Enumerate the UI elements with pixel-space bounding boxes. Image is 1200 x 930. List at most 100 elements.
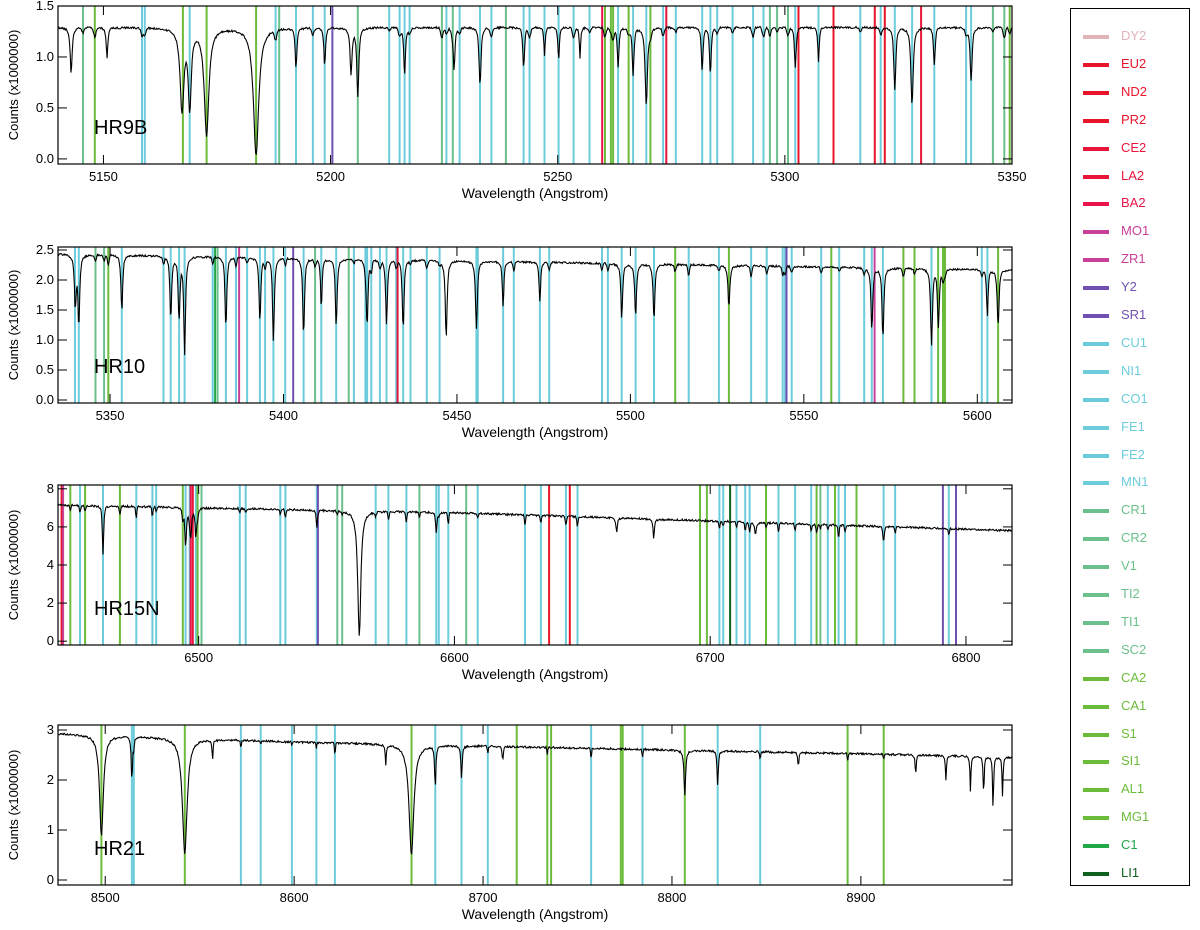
x-tick-label: 8700 bbox=[469, 890, 498, 905]
legend-item-mg1: MG1 bbox=[1071, 804, 1189, 832]
legend-swatch bbox=[1083, 816, 1109, 821]
legend-label: ZR1 bbox=[1121, 251, 1146, 267]
x-tick-label: 8600 bbox=[280, 890, 309, 905]
legend-swatch bbox=[1083, 314, 1109, 318]
y-tick-label: 1.0 bbox=[36, 49, 54, 64]
legend-swatch bbox=[1083, 760, 1109, 765]
legend-label: DY2 bbox=[1121, 28, 1147, 43]
legend-swatch bbox=[1083, 732, 1109, 737]
legend-swatch bbox=[1083, 844, 1109, 849]
plot-frame bbox=[57, 5, 1013, 165]
element-legend: DY2 EU2 ND2 PR2 CE2 LA2 BA2 MO1 ZR1 Y2 SR1 CU1 NI1 CO… bbox=[1070, 8, 1190, 886]
legend-item-ti2: TI2 bbox=[1071, 581, 1189, 609]
x-axis-label: Wavelength (Angstrom) bbox=[462, 185, 609, 201]
legend-swatch bbox=[1083, 202, 1109, 207]
legend-label: CA2 bbox=[1121, 669, 1147, 685]
legend-label: MO1 bbox=[1121, 223, 1150, 239]
legend-swatch bbox=[1083, 286, 1109, 291]
legend-swatch bbox=[1083, 620, 1109, 625]
legend-label: CU1 bbox=[1121, 334, 1148, 350]
legend-swatch bbox=[1083, 35, 1109, 39]
y-tick-label: 2.5 bbox=[36, 242, 54, 257]
legend-label: ND2 bbox=[1121, 83, 1148, 99]
x-tick-label: 5600 bbox=[963, 408, 992, 423]
legend-label: EU2 bbox=[1121, 55, 1147, 71]
x-tick-label: 5200 bbox=[316, 169, 345, 184]
legend-item-cr2: CR2 bbox=[1071, 525, 1189, 553]
spectrum-hr21 bbox=[58, 732, 1012, 855]
legend-item-ca1: CA1 bbox=[1071, 693, 1189, 721]
spectrum-hr9b bbox=[58, 25, 1012, 155]
legend-item-eu2: EU2 bbox=[1071, 51, 1189, 79]
y-tick-label: 0.5 bbox=[36, 100, 54, 115]
x-tick-label: 5250 bbox=[543, 169, 572, 184]
x-tick-label: 5150 bbox=[89, 169, 118, 184]
legend-swatch bbox=[1083, 788, 1109, 793]
legend-swatch bbox=[1083, 258, 1109, 263]
legend-item-s1: S1 bbox=[1071, 721, 1189, 749]
legend-item-sc2: SC2 bbox=[1071, 637, 1189, 665]
x-tick-label: 8900 bbox=[846, 890, 875, 905]
legend-swatch bbox=[1083, 341, 1109, 346]
legend-label: CR1 bbox=[1121, 502, 1148, 518]
legend-swatch bbox=[1083, 676, 1109, 681]
legend-item-fe1: FE1 bbox=[1071, 414, 1189, 442]
x-tick-label: 6600 bbox=[440, 650, 469, 665]
legend-swatch bbox=[1083, 90, 1109, 95]
panel-label: HR9B bbox=[94, 117, 147, 139]
x-tick-label: 5300 bbox=[770, 169, 799, 184]
plot-frame bbox=[57, 246, 1013, 404]
legend-label: MN1 bbox=[1121, 474, 1149, 490]
legend-swatch bbox=[1083, 230, 1109, 235]
legend-swatch bbox=[1083, 537, 1109, 542]
spectrum-hr10 bbox=[58, 253, 1012, 356]
legend-label: CE2 bbox=[1121, 139, 1147, 155]
legend-item-ni1: NI1 bbox=[1071, 358, 1189, 386]
legend-swatch bbox=[1083, 481, 1109, 486]
legend-label: TI2 bbox=[1121, 586, 1140, 601]
legend-item-ce2: CE2 bbox=[1071, 135, 1189, 163]
legend-item-ba2: BA2 bbox=[1071, 190, 1189, 218]
x-tick-label: 5400 bbox=[269, 408, 298, 423]
legend-swatch bbox=[1083, 369, 1109, 374]
panel-hr9b: 5150 5200 5250 5300 5350 0.0 0.5 1.0 1.5 Waveleng… bbox=[6, 0, 1026, 201]
legend-label: FE1 bbox=[1121, 418, 1145, 434]
legend-item-fe2: FE2 bbox=[1071, 442, 1189, 470]
legend-label: CO1 bbox=[1121, 390, 1148, 406]
legend-swatch bbox=[1083, 146, 1109, 151]
legend-item-ca2: CA2 bbox=[1071, 665, 1189, 693]
legend-label: TI1 bbox=[1121, 613, 1140, 629]
y-tick-label: 1.0 bbox=[36, 332, 54, 347]
legend-label: MG1 bbox=[1121, 809, 1150, 825]
y-tick-label: 8 bbox=[47, 481, 54, 496]
x-tick-label: 5500 bbox=[616, 408, 645, 423]
legend-label: FE2 bbox=[1121, 446, 1145, 462]
legend-label: Y2 bbox=[1121, 279, 1137, 295]
legend-swatch bbox=[1083, 565, 1109, 570]
legend-label: S1 bbox=[1121, 725, 1137, 741]
x-tick-label: 6500 bbox=[184, 650, 213, 665]
legend-label: C1 bbox=[1121, 837, 1138, 853]
legend-item-al1: AL1 bbox=[1071, 776, 1189, 804]
y-tick-label: 0 bbox=[47, 633, 54, 648]
legend-item-mn1: MN1 bbox=[1071, 469, 1189, 497]
legend-swatch bbox=[1083, 593, 1109, 597]
panel-label: HR15N bbox=[94, 598, 160, 620]
y-tick-label: 2 bbox=[47, 595, 54, 610]
legend-label: LA2 bbox=[1121, 167, 1145, 183]
y-axis-label: Counts (x1000000) bbox=[6, 270, 21, 381]
legend-item-ti1: TI1 bbox=[1071, 609, 1189, 637]
x-axis-label: Wavelength (Angstrom) bbox=[462, 666, 609, 682]
legend-item-cr1: CR1 bbox=[1071, 497, 1189, 525]
legend-item-sr1: SR1 bbox=[1071, 302, 1189, 330]
y-tick-label: 2 bbox=[47, 772, 54, 787]
x-tick-label: 6800 bbox=[952, 650, 981, 665]
legend-label: NI1 bbox=[1121, 362, 1142, 378]
y-tick-label: 1 bbox=[47, 822, 54, 837]
legend-label: SR1 bbox=[1121, 307, 1147, 322]
x-tick-label: 8500 bbox=[91, 890, 120, 905]
legend-item-mo1: MO1 bbox=[1071, 218, 1189, 246]
x-tick-label: 8800 bbox=[657, 890, 686, 905]
panel-label: HR10 bbox=[94, 356, 145, 378]
spectrum-hr15n bbox=[58, 503, 1012, 636]
